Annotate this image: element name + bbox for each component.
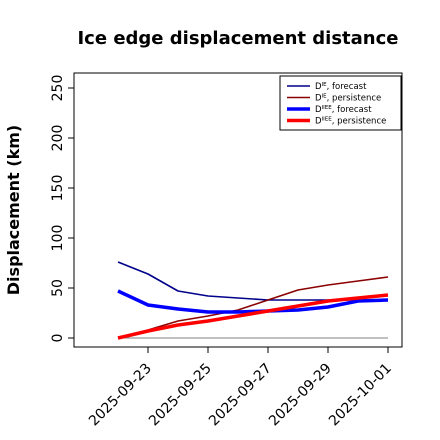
- legend-entry-label: DIIEE, forecast: [315, 105, 372, 115]
- chart-title: Ice edge displacement distance: [77, 28, 398, 49]
- y-axis: 0 50 100 150 200 250: [50, 75, 74, 343]
- x-tick-label: 2025-09-29: [266, 361, 335, 430]
- y-tick-label: 0: [50, 334, 66, 343]
- series-line-4: [117, 293, 389, 340]
- legend-entry-label: DIIEE, persistence: [315, 117, 386, 127]
- legend-entry-label: DIE, persistence: [315, 94, 381, 104]
- y-tick-label: 250: [50, 75, 66, 102]
- series-line-3: [117, 289, 389, 314]
- x-tick-label: 2025-09-23: [86, 361, 155, 430]
- y-axis-label: Displacement (km): [4, 125, 23, 295]
- series-line-2: [117, 276, 389, 339]
- legend-entry-label: DIE, forecast: [315, 82, 367, 92]
- y-tick-label: 50: [50, 279, 66, 297]
- x-axis: 2025-09-232025-09-252025-09-272025-09-29…: [86, 347, 395, 429]
- plot-frame: [73, 72, 403, 348]
- y-tick-label: 100: [50, 225, 66, 252]
- x-tick-label: 2025-10-01: [326, 361, 395, 430]
- series-line-1: [117, 261, 388, 301]
- y-tick-label: 200: [50, 125, 66, 152]
- y-tick-label: 150: [50, 175, 66, 202]
- x-tick-label: 2025-09-25: [146, 361, 215, 430]
- series-layer: [117, 261, 389, 340]
- x-tick-label: 2025-09-27: [206, 361, 275, 430]
